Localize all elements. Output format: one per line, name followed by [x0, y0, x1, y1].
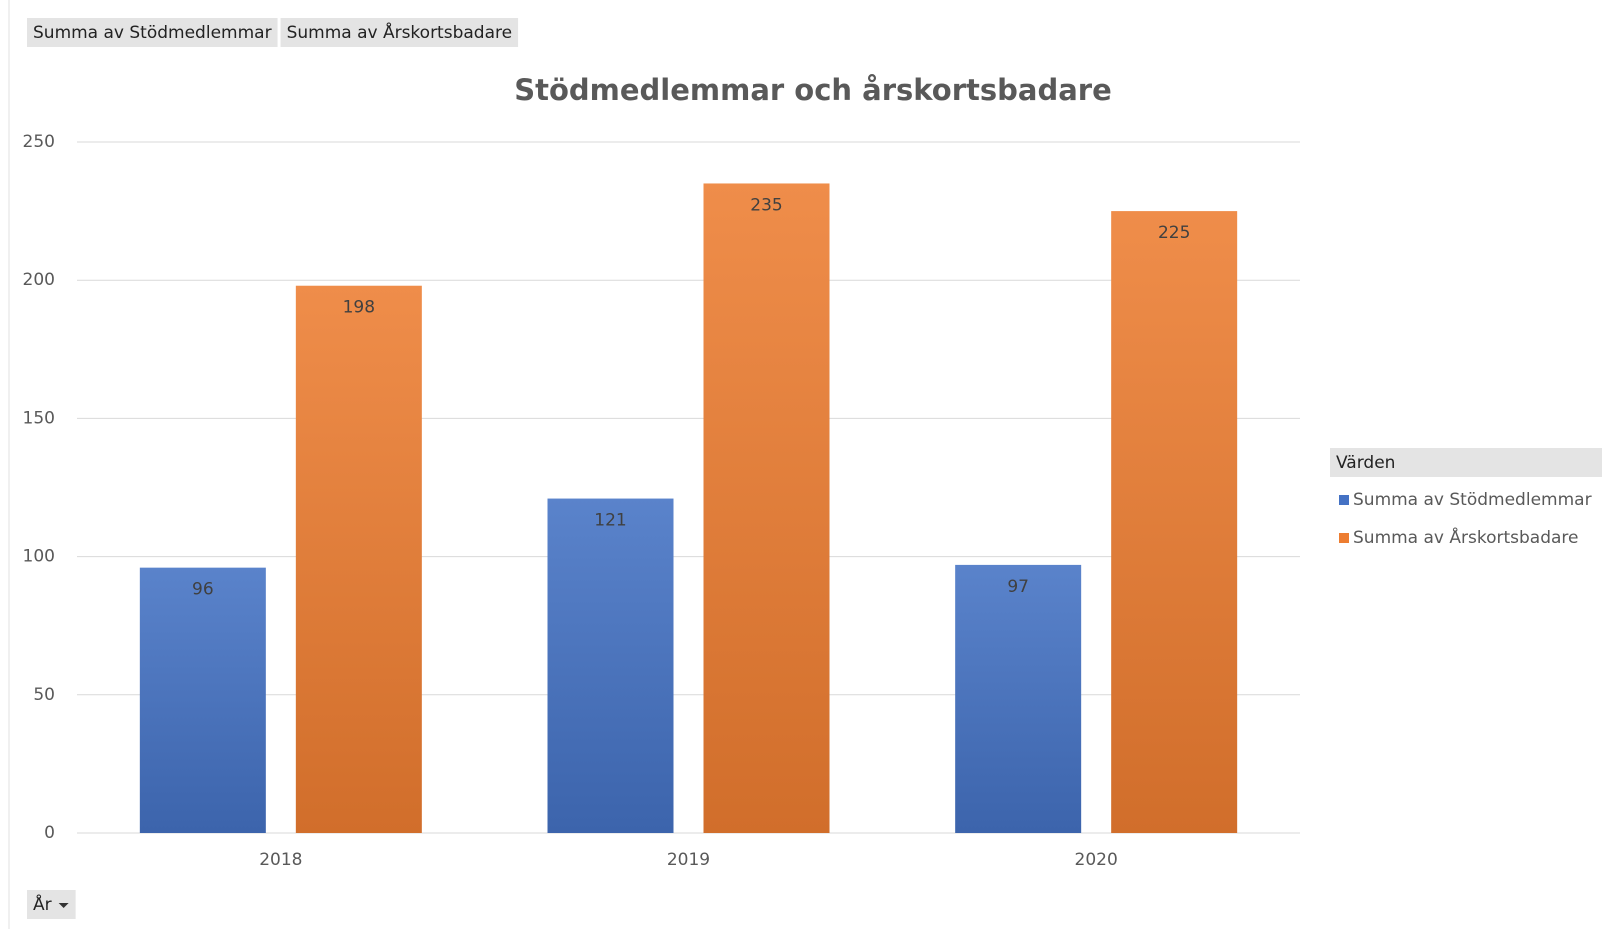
x-tick-label: 2018	[259, 850, 302, 870]
axis-field-button[interactable]: År	[27, 890, 76, 919]
field-button-bg[interactable]	[280, 18, 519, 47]
dropdown-arrow[interactable]	[58, 903, 69, 908]
bar	[139, 567, 266, 833]
legend-label: Summa av Stödmedlemmar	[1353, 490, 1592, 510]
bar	[295, 285, 422, 833]
axis-field-button-bg[interactable]	[27, 890, 76, 919]
field-button-bg[interactable]	[27, 18, 278, 47]
y-tick-label: 250	[23, 132, 55, 152]
bar	[703, 183, 830, 833]
field-button[interactable]: Summa av Stödmedlemmar	[27, 18, 278, 47]
data-label: 235	[750, 195, 782, 215]
y-tick-label: 200	[23, 270, 55, 290]
y-tick-label: 50	[33, 685, 55, 705]
x-tick-label: 2019	[667, 850, 710, 870]
bar	[1111, 211, 1238, 834]
data-label: 97	[1007, 577, 1029, 597]
y-tick-label: 100	[23, 547, 55, 567]
legend-swatch	[1339, 495, 1349, 505]
bar	[955, 564, 1082, 833]
field-button-label[interactable]: Summa av Stödmedlemmar	[33, 23, 272, 43]
legend-swatch	[1339, 533, 1349, 543]
y-tick-label: 0	[44, 823, 55, 843]
y-tick-label: 150	[23, 408, 55, 428]
legend-title: Värden	[1336, 453, 1395, 473]
x-tick-label: 2020	[1075, 850, 1118, 870]
data-label: 121	[594, 511, 626, 531]
data-label: 225	[1158, 223, 1190, 243]
field-button[interactable]: Summa av Årskortsbadare	[280, 18, 519, 47]
data-label: 96	[192, 580, 214, 600]
field-button-label[interactable]: Summa av Årskortsbadare	[287, 21, 513, 43]
data-label: 198	[343, 298, 375, 318]
legend-title-bg	[1330, 448, 1602, 477]
axis-field-button-label[interactable]: År	[33, 893, 52, 915]
legend-label: Summa av Årskortsbadare	[1353, 526, 1579, 548]
bar	[547, 498, 674, 833]
chart-title: Stödmedlemmar och årskortsbadare	[514, 73, 1112, 107]
